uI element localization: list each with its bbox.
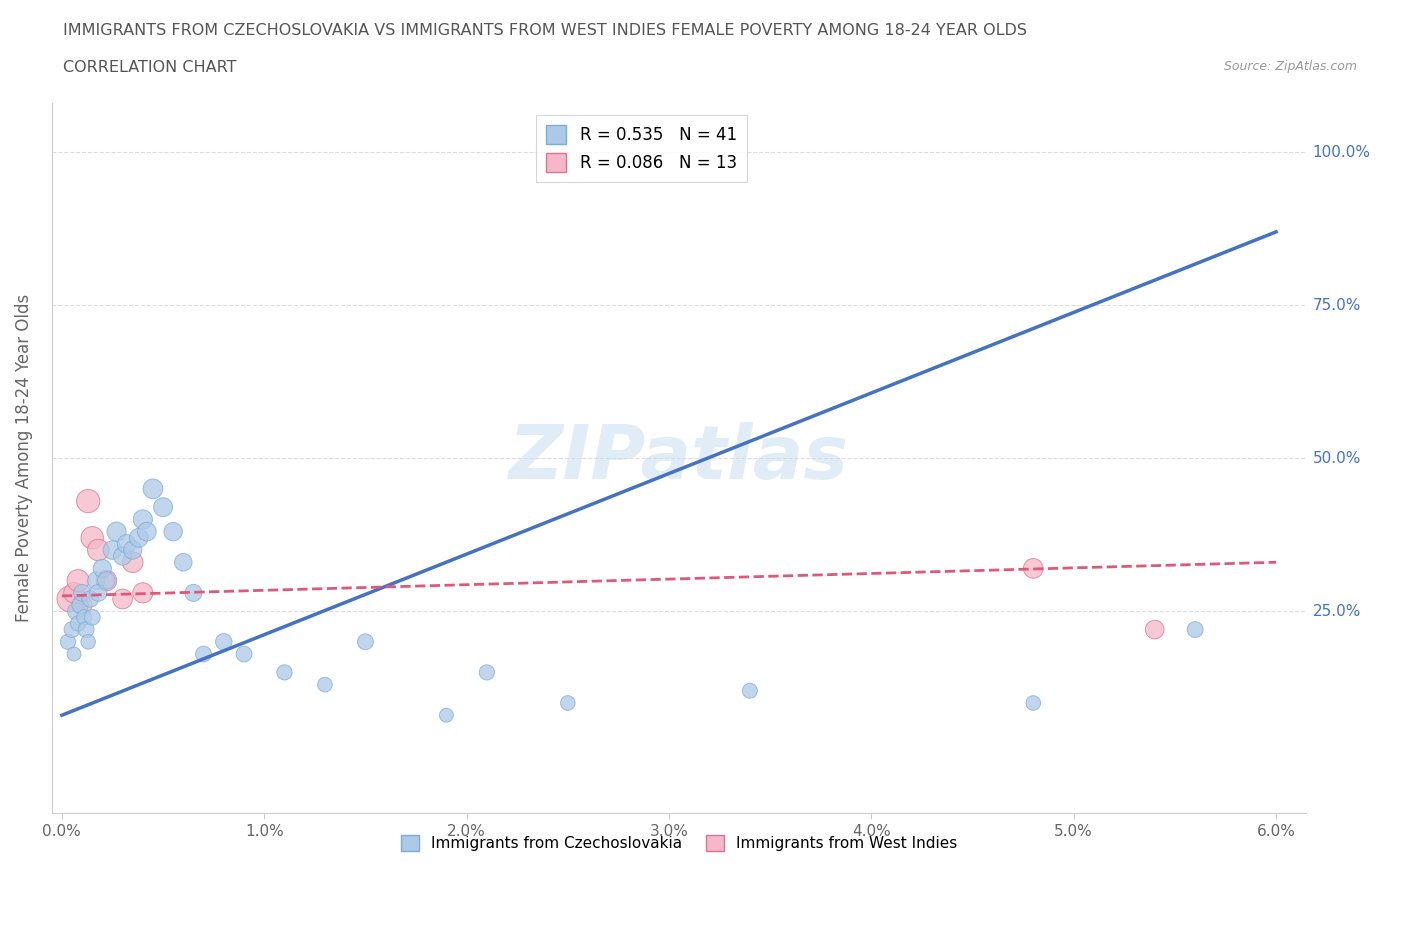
Point [152,499,174,514]
Text: IMMIGRANTS FROM CZECHOSLOVAKIA VS IMMIGRANTS FROM WEST INDIES FEMALE POVERTY AMO: IMMIGRANTS FROM CZECHOSLOVAKIA VS IMMIGR… [63,23,1028,38]
Point [121,555,143,570]
Point [84,573,107,588]
Point [77,494,100,509]
Point [1022,561,1045,576]
Point [162,525,184,539]
Point [1022,696,1045,711]
Point [77,634,100,649]
Point [142,482,165,497]
Point [73,610,96,625]
Point [557,696,579,711]
Point [56,634,79,649]
Point [82,610,104,625]
Point [105,525,128,539]
Point [69,598,91,613]
Point [132,585,155,600]
Point [70,585,93,600]
Point [87,585,110,600]
Point [82,530,104,545]
Point [273,665,295,680]
Point [121,542,143,557]
Point [65,604,87,618]
Point [67,616,90,631]
Point [354,634,377,649]
Point [128,530,150,545]
Point [1184,622,1206,637]
Point [115,537,138,551]
Point [63,646,86,661]
Y-axis label: Female Poverty Among 18-24 Year Olds: Female Poverty Among 18-24 Year Olds [15,294,32,622]
Text: 50.0%: 50.0% [1313,451,1361,466]
Point [60,622,83,637]
Point [111,549,134,564]
Point [70,598,93,613]
Point [1143,622,1166,637]
Point [233,646,256,661]
Point [434,708,457,723]
Point [101,542,124,557]
Text: ZIPatlas: ZIPatlas [509,421,849,495]
Point [63,585,86,600]
Point [59,591,82,606]
Point [67,573,90,588]
Text: Source: ZipAtlas.com: Source: ZipAtlas.com [1223,60,1357,73]
Legend: Immigrants from Czechoslovakia, Immigrants from West Indies: Immigrants from Czechoslovakia, Immigran… [394,828,965,858]
Point [75,622,97,637]
Point [79,591,101,606]
Point [96,573,118,588]
Point [475,665,498,680]
Text: CORRELATION CHART: CORRELATION CHART [63,60,236,75]
Point [314,677,336,692]
Point [87,542,110,557]
Point [172,555,194,570]
Text: 100.0%: 100.0% [1313,145,1371,160]
Point [111,591,134,606]
Point [212,634,235,649]
Point [135,525,157,539]
Point [132,512,155,527]
Point [96,573,118,588]
Text: 75.0%: 75.0% [1313,298,1361,312]
Point [183,585,205,600]
Point [91,561,114,576]
Point [193,646,215,661]
Point [738,684,761,698]
Text: 25.0%: 25.0% [1313,604,1361,618]
